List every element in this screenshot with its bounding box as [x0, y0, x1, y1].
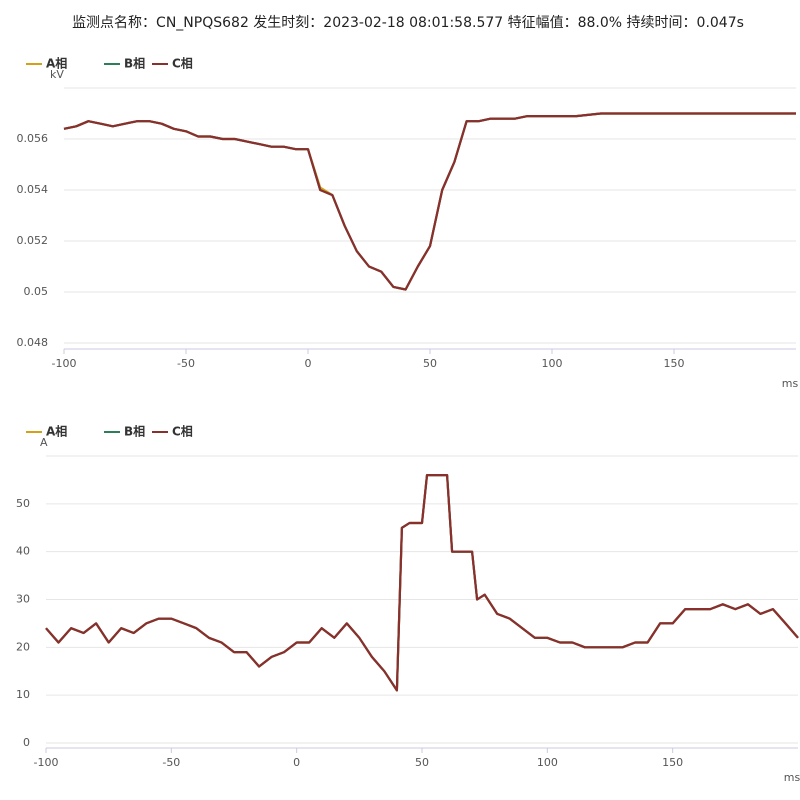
x-tick-label: -100: [52, 357, 77, 370]
x-tick-label: 0: [293, 756, 300, 769]
y-tick-label: 0.052: [17, 234, 49, 247]
x-unit: ms: [782, 377, 799, 390]
page-title: 监测点名称：CN_NPQS682 发生时刻：2023-02-18 08:01:5…: [72, 14, 744, 31]
x-tick-label: 150: [664, 357, 685, 370]
x-tick-label: -50: [177, 357, 195, 370]
x-unit: ms: [784, 771, 800, 784]
x-tick-label: 0: [305, 357, 312, 370]
x-tick-label: 100: [537, 756, 558, 769]
y-tick-label: 0.054: [17, 183, 49, 196]
x-tick-label: 150: [662, 756, 683, 769]
y-unit: kV: [50, 68, 64, 81]
y-tick-label: 0.048: [17, 336, 49, 349]
y-tick-label: 40: [16, 545, 30, 558]
y-unit: A: [40, 436, 48, 449]
y-tick-label: 50: [16, 497, 30, 510]
x-tick-label: -100: [34, 756, 59, 769]
legend-label[interactable]: B相: [124, 56, 145, 71]
legend-label[interactable]: C相: [172, 56, 193, 71]
legend-label[interactable]: A相: [46, 56, 67, 71]
x-tick-label: 50: [415, 756, 429, 769]
y-tick-label: 0.056: [17, 132, 49, 145]
legend-label[interactable]: A相: [46, 424, 67, 439]
y-tick-label: 30: [16, 593, 30, 606]
x-tick-label: 100: [542, 357, 563, 370]
series-line: [45, 474, 799, 692]
y-tick-label: 20: [16, 640, 30, 653]
y-tick-label: 0.05: [24, 285, 49, 298]
legend-label[interactable]: B相: [124, 424, 145, 439]
series-line: [45, 474, 799, 692]
series-line: [63, 112, 796, 291]
series-line: [63, 112, 796, 291]
x-tick-label: -50: [162, 756, 180, 769]
y-tick-label: 10: [16, 688, 30, 701]
legend-label[interactable]: C相: [172, 424, 193, 439]
y-tick-label: 0: [23, 736, 30, 749]
series-line: [63, 112, 796, 291]
x-tick-label: 50: [423, 357, 437, 370]
series-line: [45, 474, 799, 692]
